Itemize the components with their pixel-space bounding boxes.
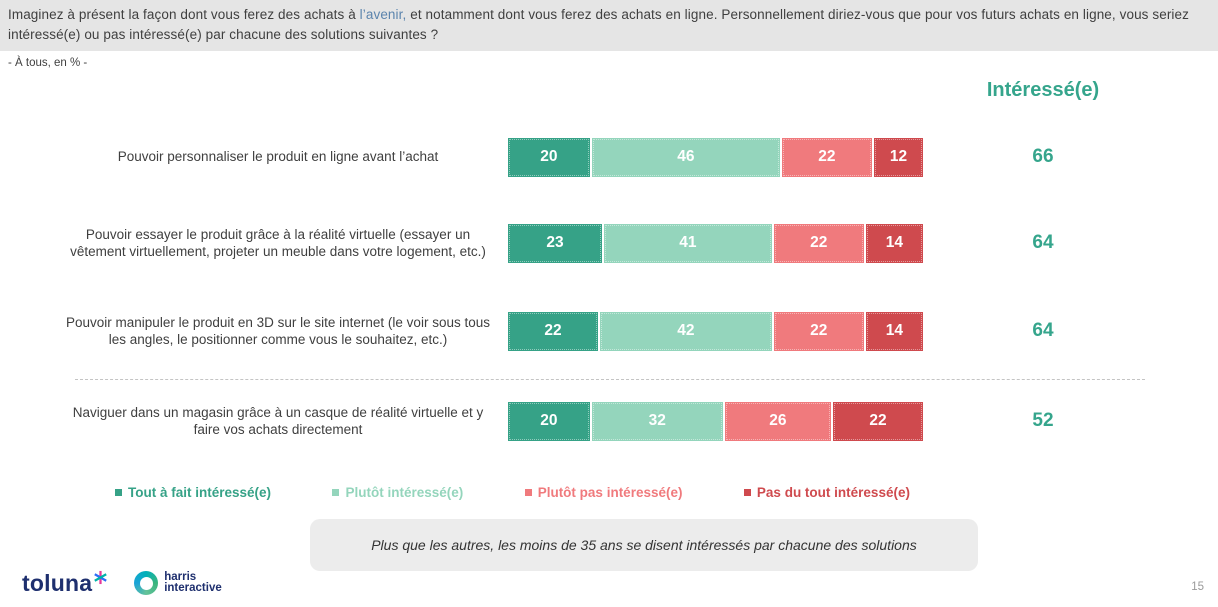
- row-bar: 23 41 22 14: [508, 199, 923, 287]
- legend-label: Plutôt intéressé(e): [345, 485, 464, 501]
- bar-segment-pas-du-tout: 14: [865, 223, 923, 263]
- bar-segment-plutot-pas: 22: [773, 311, 864, 351]
- legend-item-pas-du-tout: Pas du tout intéressé(e): [743, 485, 910, 501]
- row-interested-total: 64: [1032, 320, 1054, 342]
- toluna-asterisk-icon: [94, 570, 107, 584]
- question-header: Imaginez à présent la façon dont vous fe…: [0, 0, 1218, 52]
- legend-swatch-icon: [524, 489, 532, 497]
- harris-logo-line1: harris: [164, 571, 197, 584]
- harris-interactive-logo: harris interactive: [134, 571, 222, 595]
- question-text-highlight: l’avenir,: [359, 7, 407, 22]
- insight-callout: Plus que les autres, les moins de 35 ans…: [310, 519, 978, 571]
- row-label: Pouvoir personnaliser le produit en lign…: [117, 149, 439, 165]
- row-interested-total: 64: [1032, 232, 1054, 254]
- row-bar: 20 46 22 12: [508, 115, 923, 199]
- bar-segment-tout-a-fait: 20: [508, 137, 590, 177]
- legend-swatch-icon: [743, 489, 751, 497]
- bar-segment-tout-a-fait: 20: [508, 401, 590, 441]
- harris-logo-line2: interactive: [164, 582, 222, 594]
- bar-segment-plutot-pas: 22: [773, 223, 864, 263]
- bar-segment-plutot-pas: 22: [781, 137, 872, 177]
- legend-swatch-icon: [115, 489, 122, 497]
- bar-segment-pas-du-tout: 14: [865, 311, 924, 351]
- legend-item-plutot-pas: Plutôt pas intéressé(e): [524, 485, 683, 501]
- row-label: Pouvoir essayer le produit grâce à la ré…: [70, 226, 486, 260]
- row-bar: 20 32 26 22: [508, 383, 923, 459]
- row-interested-total: 66: [1032, 146, 1054, 168]
- base-subtitle: - À tous, en % -: [8, 57, 88, 70]
- legend-label: Tout à fait intéressé(e): [128, 485, 272, 501]
- row-label: Naviguer dans un magasin grâce à un casq…: [72, 404, 484, 438]
- bar-segment-plutot: 41: [604, 223, 772, 263]
- toluna-wordmark: toluna: [22, 569, 93, 596]
- toluna-logo: toluna: [22, 569, 108, 596]
- legend: Tout à fait intéressé(e) Plutôt intéress…: [115, 485, 910, 500]
- footer-logos: toluna harris interactive: [22, 569, 222, 596]
- legend-item-plutot: Plutôt intéressé(e): [332, 485, 463, 500]
- row-label: Pouvoir manipuler le produit en 3D sur l…: [66, 314, 490, 348]
- bar-segment-tout-a-fait: 23: [508, 223, 603, 263]
- bar-segment-tout-a-fait: 22: [508, 311, 598, 351]
- row-interested-total: 52: [1032, 410, 1054, 432]
- bar-segment-plutot: 42: [599, 311, 772, 351]
- legend-swatch-icon: [332, 489, 340, 497]
- page-number: 15: [1191, 581, 1204, 593]
- question-text-post: et notamment dont vous ferez des achats …: [8, 7, 1189, 42]
- bar-segment-plutot-pas: 26: [724, 401, 832, 441]
- bar-segment-plutot: 46: [591, 137, 780, 177]
- bar-segment-plutot: 32: [591, 401, 723, 441]
- row-bar: 22 42 22 14: [508, 287, 924, 375]
- score-column-heading: Intéressé(e): [986, 79, 1100, 102]
- bar-segment-pas-du-tout: 22: [833, 401, 923, 441]
- legend-label: Plutôt pas intéressé(e): [537, 485, 683, 501]
- legend-label: Pas du tout intéressé(e): [756, 485, 910, 501]
- dashed-divider: [75, 379, 1145, 381]
- stacked-bar-chart: Intéressé(e) Pouvoir personnaliser le pr…: [0, 77, 1218, 459]
- question-text-pre: Imaginez à présent la façon dont vous fe…: [8, 7, 360, 22]
- legend-item-tout-a-fait: Tout à fait intéressé(e): [115, 485, 271, 500]
- harris-ring-icon: [134, 571, 159, 595]
- bar-segment-pas-du-tout: 12: [873, 137, 923, 177]
